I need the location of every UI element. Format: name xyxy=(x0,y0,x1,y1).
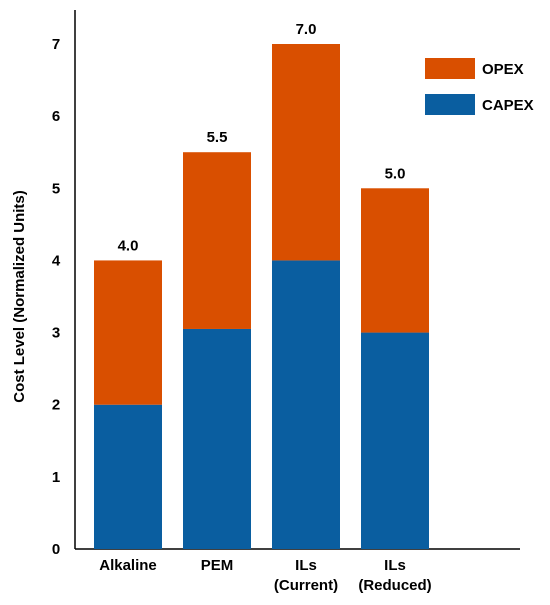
legend-label-capex: CAPEX xyxy=(482,97,534,114)
bar-total-label: 4.0 xyxy=(118,237,139,254)
legend: OPEX CAPEX xyxy=(425,58,534,115)
y-tick-label: 3 xyxy=(52,325,60,342)
bar-opex-segment xyxy=(183,152,251,329)
bar-opex-segment xyxy=(94,260,162,405)
y-tick-label: 5 xyxy=(52,180,60,197)
y-tick-labels: 0 1 2 3 4 5 6 7 xyxy=(52,36,61,558)
category-label: ILs (Current) xyxy=(274,557,338,594)
y-tick-label: 6 xyxy=(52,108,60,125)
legend-swatch-opex xyxy=(425,58,475,79)
y-tick-label: 0 xyxy=(52,541,60,558)
y-tick-label: 4 xyxy=(52,252,61,269)
bar-capex-segment xyxy=(272,260,340,549)
bar-total-label: 5.0 xyxy=(385,165,406,182)
y-tick-label: 2 xyxy=(52,397,60,414)
category-label: ILs (Reduced) xyxy=(358,557,431,594)
y-axis-title: Cost Level (Normalized Units) xyxy=(11,190,28,403)
category-label: Alkaline xyxy=(99,557,157,574)
bar-stacks xyxy=(94,44,429,549)
bar-total-labels: 4.0 5.5 7.0 5.0 xyxy=(118,21,406,254)
legend-swatch-capex xyxy=(425,94,475,115)
bar-opex-segment xyxy=(272,44,340,261)
category-labels: Alkaline PEM ILs (Current) ILs (Reduced) xyxy=(99,557,431,594)
legend-label-opex: OPEX xyxy=(482,61,524,78)
bar-total-label: 7.0 xyxy=(296,21,317,38)
category-label: PEM xyxy=(201,557,234,574)
bar-opex-segment xyxy=(361,188,429,333)
bar-capex-segment xyxy=(183,328,251,549)
bar-total-label: 5.5 xyxy=(207,129,228,146)
bar-capex-segment xyxy=(361,332,429,549)
y-tick-label: 7 xyxy=(52,36,60,53)
bar-capex-segment xyxy=(94,404,162,549)
y-tick-label: 1 xyxy=(52,469,60,486)
